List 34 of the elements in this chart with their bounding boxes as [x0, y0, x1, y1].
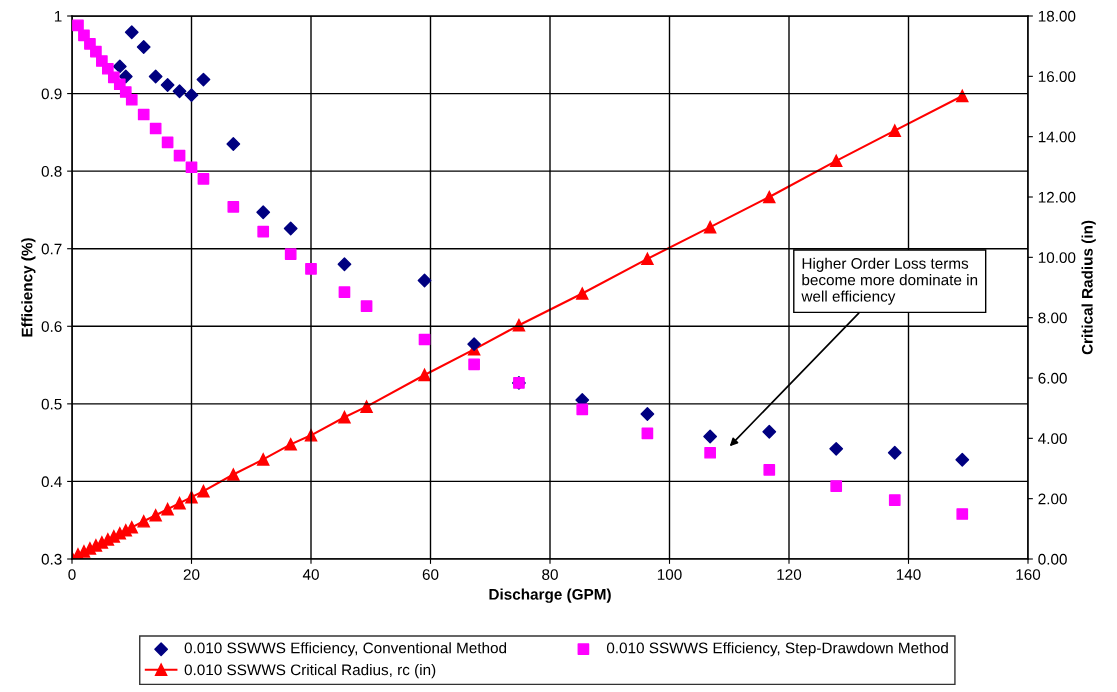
- y-tick-label: 0.8: [41, 166, 62, 177]
- x-tick-label: 100: [657, 569, 682, 580]
- legend-label: 0.010 SSWWS Efficiency, Step-Drawdown Method: [606, 642, 948, 657]
- x-tick-label: 60: [422, 569, 439, 580]
- y2-tick-label: 6.00: [1038, 372, 1067, 384]
- x-tick-label: 40: [302, 569, 319, 580]
- y-tick-label: 0.4: [41, 476, 62, 488]
- x-tick-label: 160: [1016, 569, 1041, 580]
- y2-tick-label: 4.00: [1038, 433, 1067, 445]
- y-tick-label: 0.5: [41, 398, 62, 410]
- y2-tick-label: 0.00: [1038, 553, 1067, 565]
- y-tick-label: 1: [54, 11, 62, 22]
- y-tick-label: 0.3: [41, 553, 62, 565]
- y-tick-label: 0.7: [41, 243, 62, 255]
- annotation: Higher Order Loss terms become more dominate in well efficiency: [801, 257, 978, 305]
- y2-tick-label: 18.00: [1038, 10, 1076, 22]
- y2-tick-label: 10.00: [1038, 252, 1076, 264]
- y-axis-title: Efficiency (%): [21, 238, 36, 337]
- x-axis-title: Discharge (GPM): [489, 588, 611, 603]
- y2-tick-label: 16.00: [1038, 71, 1076, 83]
- x-tick-label: 140: [896, 569, 921, 580]
- legend-label: 0.010 SSWWS Critical Radius, rc (in): [184, 664, 436, 679]
- y2-tick-label: 14.00: [1038, 131, 1076, 143]
- x-tick-label: 0: [68, 569, 76, 580]
- x-tick-label: 120: [777, 569, 802, 580]
- y-tick-label: 0.6: [41, 321, 62, 332]
- x-tick-label: 80: [542, 569, 558, 580]
- y2-tick-label: 8.00: [1038, 312, 1067, 324]
- y-tick-label: 0.9: [41, 88, 62, 100]
- legend-label: 0.010 SSWWS Efficiency, Conventional Method: [184, 642, 507, 657]
- y2-axis-title: Critical Radius (in): [1081, 220, 1096, 355]
- y2-tick-label: 2.00: [1038, 493, 1067, 505]
- y2-tick-label: 12.00: [1038, 191, 1076, 203]
- x-tick-label: 20: [183, 569, 200, 580]
